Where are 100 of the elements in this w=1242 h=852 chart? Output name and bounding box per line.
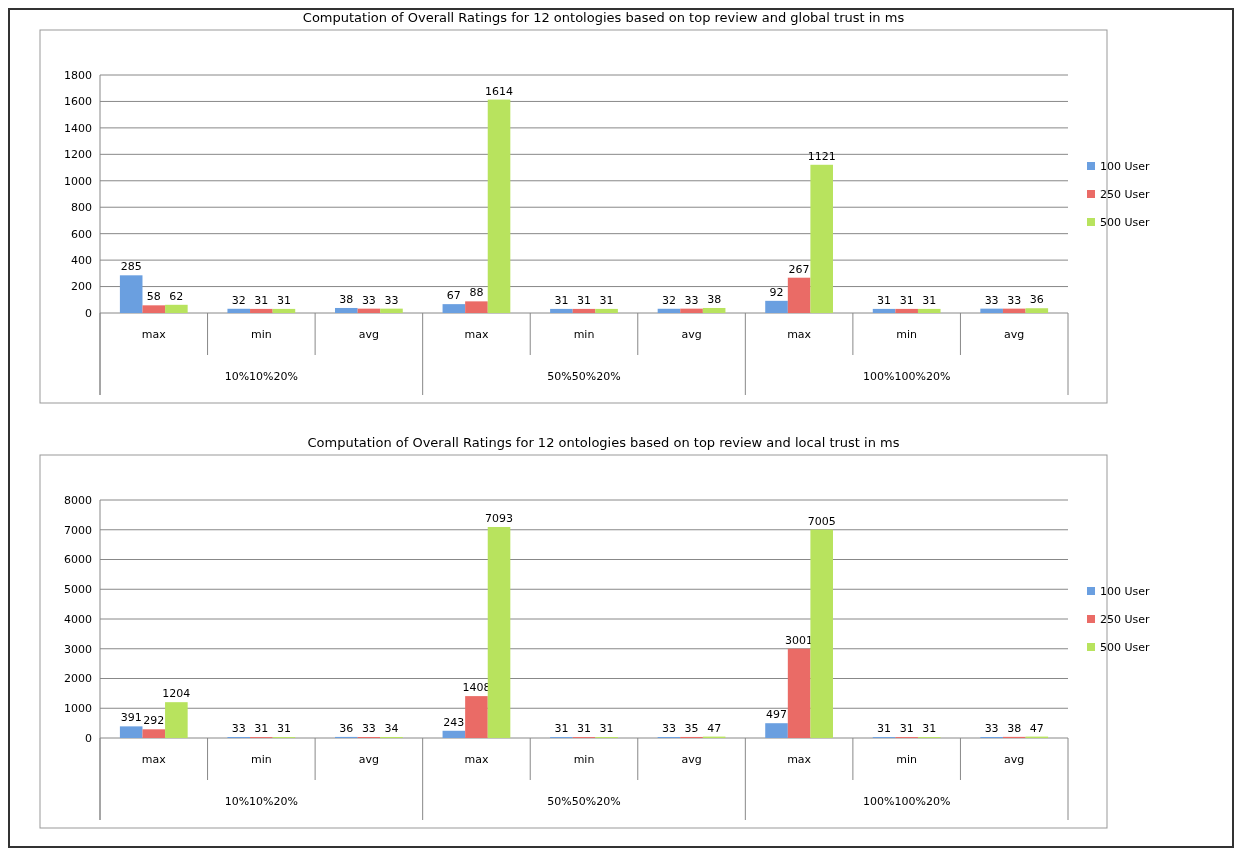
data-label: 31 <box>899 722 914 736</box>
bar <box>810 529 833 738</box>
y-tick-label: 1000 <box>64 174 92 188</box>
data-label: 31 <box>554 722 569 736</box>
x-tick-label: min <box>896 753 918 766</box>
y-tick-label: 4000 <box>64 612 92 626</box>
bar <box>765 300 788 313</box>
legend-label: 100 User <box>1100 584 1151 598</box>
data-label: 1121 <box>807 149 836 163</box>
bar <box>119 275 143 313</box>
data-label: 1204 <box>162 687 191 701</box>
data-label: 292 <box>143 714 165 728</box>
data-label: 31 <box>922 293 937 307</box>
data-label: 33 <box>684 293 699 307</box>
data-label: 58 <box>146 290 161 304</box>
y-tick-label: 8000 <box>64 493 92 507</box>
data-label: 32 <box>231 293 246 307</box>
bar <box>465 696 488 738</box>
data-label: 31 <box>554 293 569 307</box>
y-tick-label: 800 <box>71 201 92 215</box>
x-tick-label: avg <box>1004 328 1025 341</box>
data-label: 35 <box>684 721 699 735</box>
x-tick-label: min <box>896 328 918 341</box>
legend-label: 500 User <box>1100 640 1151 654</box>
x-tick-label: max <box>141 328 167 341</box>
data-label: 391 <box>120 711 142 725</box>
bar <box>142 305 166 313</box>
data-label: 31 <box>922 722 937 736</box>
data-label: 33 <box>1007 293 1022 307</box>
data-label: 67 <box>446 289 461 303</box>
y-tick-label: 1400 <box>64 121 92 135</box>
data-label: 31 <box>577 722 591 736</box>
data-label: 31 <box>899 293 914 307</box>
bar <box>895 308 918 313</box>
bar <box>335 307 358 313</box>
text: 10%10%20% <box>224 370 299 383</box>
x-tick-label: avg <box>681 328 702 341</box>
data-label: 36 <box>339 721 354 735</box>
data-label: 33 <box>661 722 676 736</box>
bar <box>787 648 811 738</box>
y-tick-label: 1800 <box>64 68 92 82</box>
bar <box>1025 308 1049 313</box>
bar <box>227 308 251 313</box>
data-label: 34 <box>384 721 399 735</box>
chart-title: Computation of Overall Ratings for 12 ontologies based on top review and global trust in ms <box>302 10 905 25</box>
text: 100%100%20% <box>862 795 951 808</box>
data-label: 31 <box>877 293 892 307</box>
data-label: 62 <box>169 289 184 303</box>
y-tick-label: 7000 <box>64 523 92 537</box>
data-label: 36 <box>1029 293 1044 307</box>
bar <box>465 301 488 313</box>
legend-label: 250 User <box>1100 612 1151 626</box>
x-tick-label: min <box>250 328 272 341</box>
data-label: 38 <box>707 292 722 306</box>
y-tick-label: 0 <box>85 306 92 320</box>
bar <box>380 308 403 313</box>
legend-label: 250 User <box>1100 187 1151 201</box>
bar <box>550 308 573 313</box>
bar <box>119 726 143 738</box>
data-label: 47 <box>707 721 722 735</box>
bar <box>595 308 618 313</box>
y-tick-label: 1000 <box>64 702 92 716</box>
y-tick-label: 200 <box>71 280 92 294</box>
bar <box>765 723 788 738</box>
bar <box>142 729 166 738</box>
data-label: 31 <box>599 722 614 736</box>
x-tick-label: avg <box>358 328 380 341</box>
bar <box>657 308 681 313</box>
x-tick-label: max <box>787 328 812 341</box>
data-label: 285 <box>120 260 142 274</box>
bar <box>272 308 296 313</box>
data-label: 267 <box>788 262 810 276</box>
x-tick-label: min <box>573 328 595 341</box>
data-label: 243 <box>443 715 465 729</box>
y-tick-label: 1200 <box>64 148 92 162</box>
bar <box>165 702 188 738</box>
y-tick-label: 0 <box>85 731 92 745</box>
x-tick-label: avg <box>681 753 702 766</box>
x-tick-label: avg <box>358 753 380 766</box>
data-label: 33 <box>984 722 999 736</box>
bar <box>250 308 273 313</box>
data-label: 33 <box>361 293 376 307</box>
data-label: 32 <box>661 293 676 307</box>
bar <box>917 308 941 313</box>
bar <box>442 730 466 738</box>
data-label: 47 <box>1029 721 1044 735</box>
data-label: 31 <box>254 293 269 307</box>
text: 50%50%20% <box>547 370 621 383</box>
data-label: 31 <box>276 722 291 736</box>
data-label: 38 <box>1007 721 1022 735</box>
y-tick-label: 400 <box>71 253 92 267</box>
data-label: 31 <box>877 722 892 736</box>
x-tick-label: avg <box>1004 753 1025 766</box>
bar <box>442 304 466 313</box>
data-label: 88 <box>469 286 484 300</box>
data-label: 3001 <box>785 633 814 647</box>
data-label: 7005 <box>807 514 836 528</box>
data-label: 7093 <box>485 511 514 525</box>
data-label: 33 <box>384 293 399 307</box>
y-tick-label: 3000 <box>64 642 92 656</box>
